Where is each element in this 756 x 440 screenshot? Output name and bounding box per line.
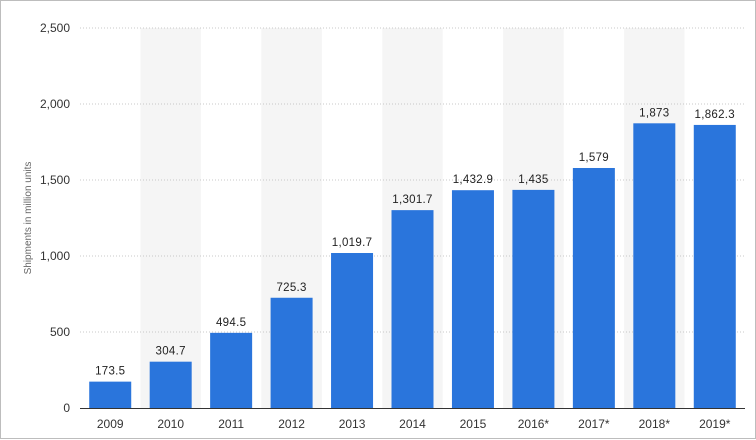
y-tick-label: 2,500 [40,21,70,35]
y-tick-label: 500 [50,325,70,339]
data-label: 725.3 [276,282,306,294]
data-label: 1,862.3 [695,109,735,121]
data-label: 1,579 [579,152,609,164]
bar [270,297,313,408]
y-tick-label: 1,500 [40,173,70,187]
data-label: 304.7 [156,346,186,358]
data-labels: 173.5 304.7 494.5 725.3 1,019.7 1,301.7 1,432.… [95,107,735,377]
bar [331,253,374,408]
x-tick-label: 2019* [699,417,731,431]
bar [89,381,132,408]
bar [391,210,434,408]
bar [572,167,615,408]
y-tick-label: 1,000 [40,249,70,263]
x-tick-label: 2016* [518,417,550,431]
y-axis-ticks: 0 500 1,000 1,500 2,000 2,500 [40,21,70,415]
y-tick-label: 0 [63,401,70,415]
data-label: 494.5 [216,317,246,329]
bar [693,124,736,409]
bar [451,190,494,408]
x-axis-ticks: 2009 2010 2011 2012 2013 2014 2015 2016* 2017* 20… [97,417,731,431]
data-label: 1,019.7 [332,237,372,249]
bars [89,123,736,409]
x-tick-label: 2015 [460,417,487,431]
bar [149,361,192,408]
x-tick-label: 2010 [157,417,184,431]
x-tick-label: 2013 [339,417,366,431]
column-band [140,28,201,408]
x-tick-label: 2017* [578,417,610,431]
data-label: 173.5 [95,366,125,378]
y-axis-label: Shipments in million units [23,162,34,275]
bar [210,332,253,408]
x-tick-label: 2009 [97,417,124,431]
data-label: 1,301.7 [392,194,432,206]
x-tick-label: 2018* [639,417,671,431]
bar [633,123,676,408]
x-tick-label: 2012 [278,417,305,431]
data-label: 1,435 [518,174,548,186]
data-label: 1,432.9 [453,174,493,186]
x-tick-label: 2011 [218,417,244,431]
bar [512,189,555,408]
y-tick-label: 2,000 [40,97,70,111]
data-label: 1,873 [639,107,669,119]
x-tick-label: 2014 [399,417,426,431]
